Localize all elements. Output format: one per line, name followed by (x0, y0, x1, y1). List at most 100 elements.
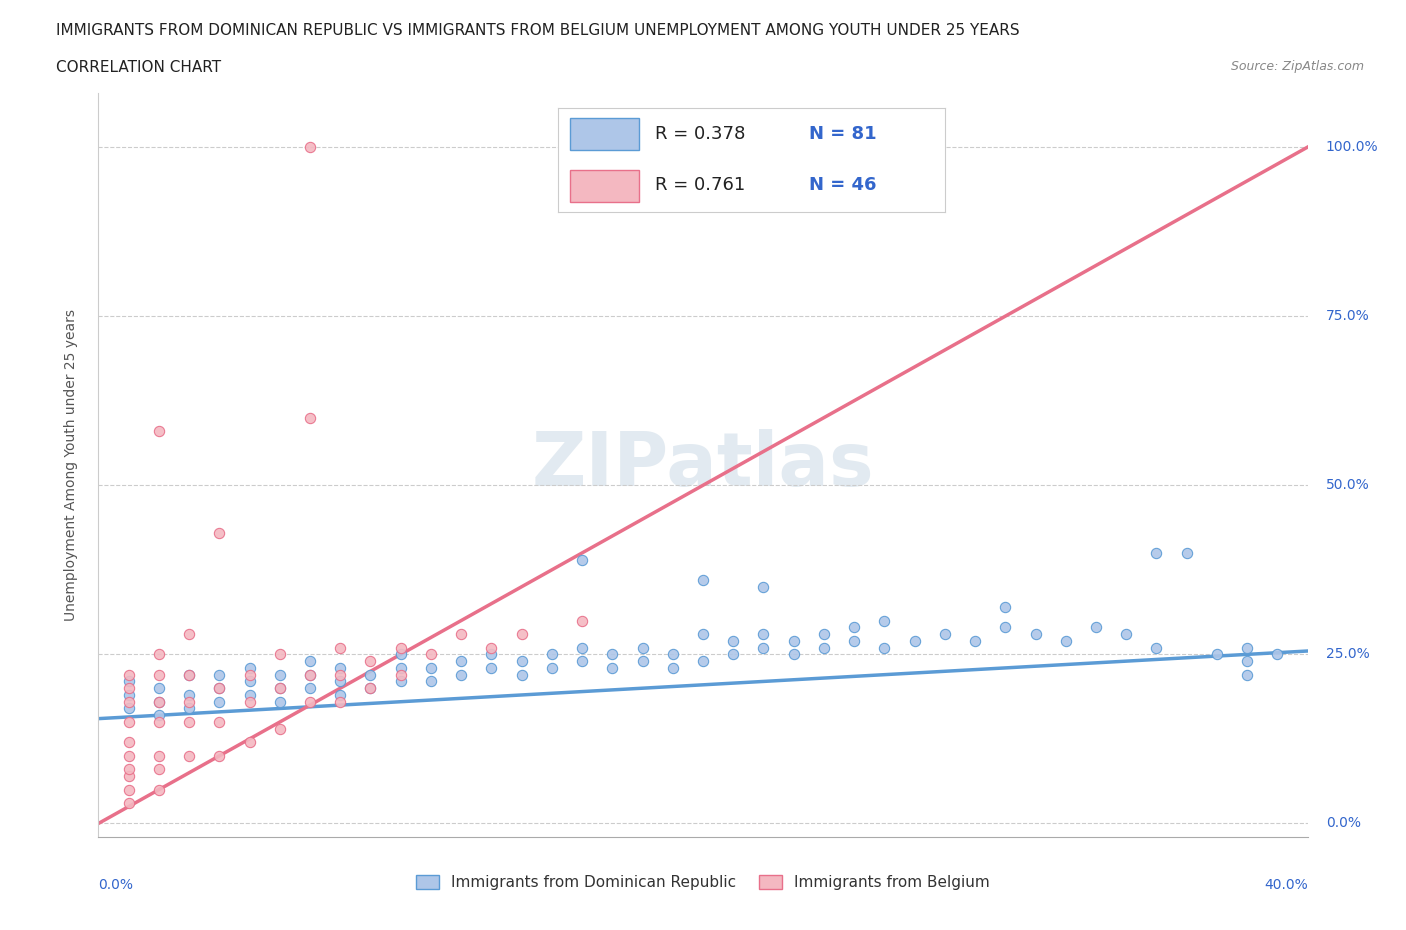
Point (148, 647, 170, 662)
Point (419, 674, 441, 689)
Point (873, 613, 896, 628)
Point (661, 647, 683, 662)
Point (208, 667, 231, 682)
Point (752, 640, 775, 655)
Point (602, 647, 624, 662)
Point (752, 579, 775, 594)
Point (1144, 640, 1167, 655)
Point (481, 640, 503, 655)
Point (481, 647, 503, 662)
Point (118, 762, 141, 777)
Point (481, 660, 503, 675)
Point (571, 613, 593, 628)
Point (692, 627, 714, 642)
Point (360, 681, 382, 696)
Text: IMMIGRANTS FROM DOMINICAN REPUBLIC VS IMMIGRANTS FROM BELGIUM UNEMPLOYMENT AMONG: IMMIGRANTS FROM DOMINICAN REPUBLIC VS IM… (56, 23, 1019, 38)
Point (299, 410, 322, 425)
Point (269, 681, 291, 696)
Point (419, 660, 441, 675)
Point (329, 640, 352, 655)
Point (844, 633, 866, 648)
Point (148, 708, 170, 723)
Point (208, 695, 231, 710)
Point (208, 714, 231, 729)
Point (148, 749, 170, 764)
Text: 0.0%: 0.0% (1326, 817, 1361, 830)
Point (873, 640, 896, 655)
Point (118, 667, 141, 682)
Point (1085, 620, 1108, 635)
Point (389, 660, 412, 675)
Point (782, 647, 804, 662)
Point (299, 654, 322, 669)
Point (450, 654, 472, 669)
Point (510, 667, 533, 682)
Point (1054, 633, 1077, 648)
Point (360, 667, 382, 682)
Point (118, 782, 141, 797)
Point (118, 735, 141, 750)
Text: 50.0%: 50.0% (1326, 478, 1369, 492)
Point (118, 695, 141, 710)
Point (269, 695, 291, 710)
Point (177, 701, 201, 716)
Point (540, 660, 562, 675)
Point (177, 667, 201, 682)
Point (208, 681, 231, 696)
Point (299, 695, 322, 710)
Text: 25.0%: 25.0% (1326, 647, 1369, 661)
Point (208, 525, 231, 540)
Point (269, 681, 291, 696)
Point (239, 735, 262, 750)
Point (389, 647, 412, 662)
Point (1265, 647, 1288, 662)
Point (329, 660, 352, 675)
Point (419, 647, 441, 662)
Point (118, 674, 141, 689)
Point (148, 695, 170, 710)
Point (177, 627, 201, 642)
Point (721, 647, 744, 662)
Point (661, 660, 683, 675)
Point (269, 647, 291, 662)
Point (148, 667, 170, 682)
Point (360, 681, 382, 696)
Point (389, 674, 412, 689)
Point (631, 654, 654, 669)
Text: 40.0%: 40.0% (1264, 878, 1308, 892)
Point (994, 600, 1017, 615)
Text: 100.0%: 100.0% (1326, 140, 1378, 154)
Text: CORRELATION CHART: CORRELATION CHART (56, 60, 221, 75)
Point (239, 674, 262, 689)
Point (299, 681, 322, 696)
Point (239, 687, 262, 702)
Text: ZIPatlas: ZIPatlas (531, 429, 875, 501)
Point (389, 667, 412, 682)
Point (299, 667, 322, 682)
Point (148, 762, 170, 777)
Point (208, 749, 231, 764)
Point (329, 667, 352, 682)
Text: 75.0%: 75.0% (1326, 309, 1369, 324)
Point (602, 660, 624, 675)
Point (692, 654, 714, 669)
Point (118, 769, 141, 784)
Point (1024, 627, 1046, 642)
Point (239, 660, 262, 675)
Point (994, 620, 1017, 635)
Point (177, 667, 201, 682)
Point (360, 654, 382, 669)
Point (1206, 647, 1229, 662)
Point (1236, 667, 1258, 682)
Point (239, 695, 262, 710)
Point (1236, 640, 1258, 655)
Point (239, 667, 262, 682)
Point (177, 687, 201, 702)
Text: Source: ZipAtlas.com: Source: ZipAtlas.com (1230, 60, 1364, 73)
Point (177, 695, 201, 710)
Point (299, 667, 322, 682)
Point (813, 640, 835, 655)
Point (118, 687, 141, 702)
Point (510, 654, 533, 669)
Point (631, 640, 654, 655)
